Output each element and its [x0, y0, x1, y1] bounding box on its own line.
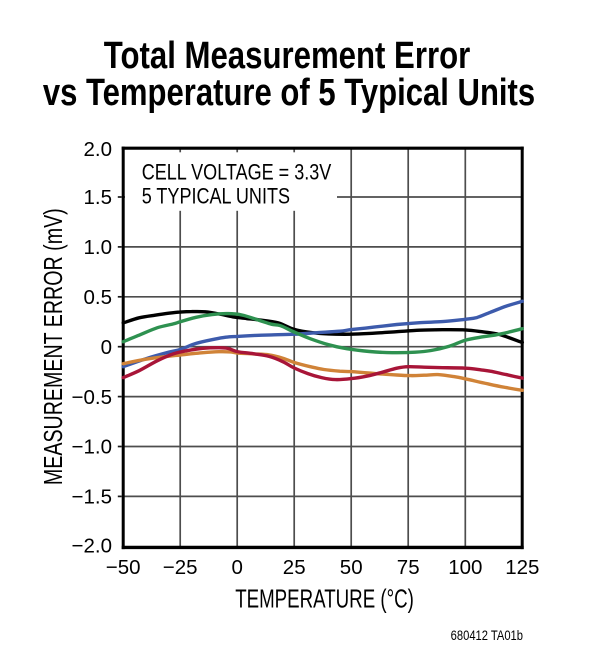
svg-text:−2.0: −2.0 — [72, 534, 112, 557]
svg-text:−1.5: −1.5 — [72, 486, 112, 509]
svg-text:−50: −50 — [106, 556, 141, 579]
svg-text:5 TYPICAL UNITS: 5 TYPICAL UNITS — [142, 185, 290, 209]
svg-text:680412 TA01b: 680412 TA01b — [451, 628, 523, 643]
svg-text:125: 125 — [505, 556, 539, 579]
svg-text:−1.0: −1.0 — [72, 436, 112, 459]
svg-text:1.5: 1.5 — [84, 186, 113, 209]
svg-text:0.5: 0.5 — [84, 286, 113, 309]
svg-text:0: 0 — [101, 336, 112, 359]
svg-text:0: 0 — [231, 556, 242, 579]
svg-text:25: 25 — [283, 556, 306, 579]
svg-text:75: 75 — [397, 556, 420, 579]
svg-text:TEMPERATURE (°C): TEMPERATURE (°C) — [235, 583, 414, 613]
svg-text:1.0: 1.0 — [84, 236, 113, 259]
svg-text:50: 50 — [340, 556, 363, 579]
svg-text:−25: −25 — [163, 556, 198, 579]
svg-text:−0.5: −0.5 — [72, 386, 112, 409]
svg-text:MEASUREMENT ERROR (mV): MEASUREMENT ERROR (mV) — [38, 208, 67, 485]
svg-text:100: 100 — [448, 556, 482, 579]
svg-text:2.0: 2.0 — [84, 138, 113, 161]
svg-text:CELL VOLTAGE = 3.3V: CELL VOLTAGE = 3.3V — [142, 161, 332, 185]
